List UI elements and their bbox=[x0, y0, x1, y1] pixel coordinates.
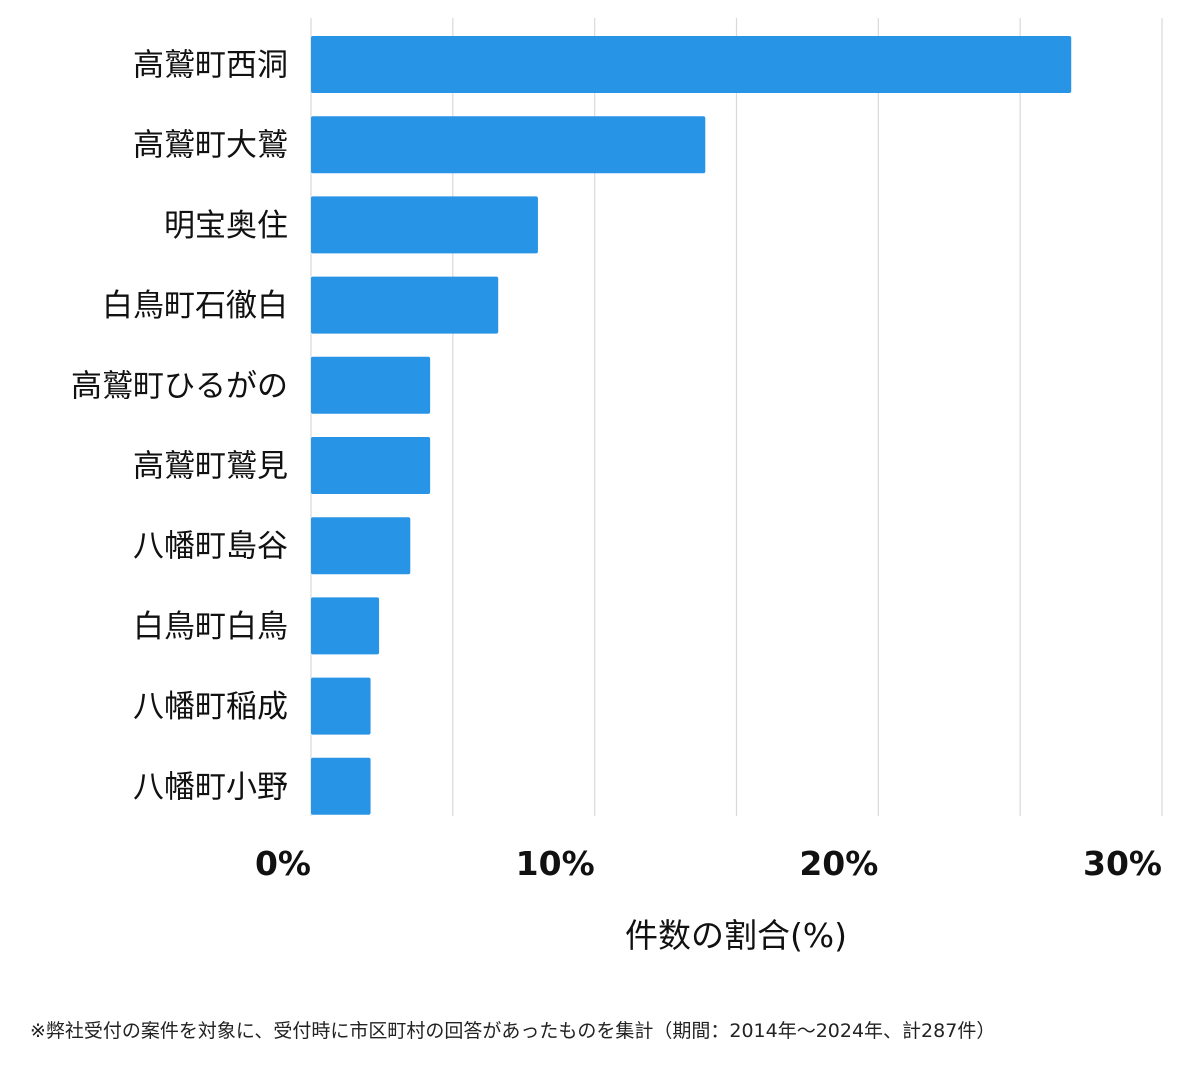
bar bbox=[311, 757, 371, 815]
x-axis-title: 件数の割合(%) bbox=[625, 916, 847, 955]
category-label: 明宝奥住 bbox=[164, 208, 288, 244]
x-tick-label: 30% bbox=[1083, 844, 1162, 883]
category-label: 高鷲町鷲見 bbox=[133, 449, 288, 485]
footnote: ※弊社受付の案件を対象に、受付時に市区町村の回答があったものを集計（期間：201… bbox=[30, 1020, 996, 1042]
category-labels: 高鷲町西洞高鷲町大鷲明宝奥住白鳥町石徹白高鷲町ひるがの高鷲町鷲見八幡町島谷白鳥町… bbox=[71, 48, 288, 806]
x-tick-label: 10% bbox=[516, 844, 595, 883]
x-tick-label: 0% bbox=[255, 844, 311, 883]
category-label: 白鳥町石徹白 bbox=[102, 288, 288, 324]
bar bbox=[311, 597, 380, 655]
category-label: 八幡町小野 bbox=[133, 769, 288, 805]
bar bbox=[311, 517, 411, 575]
category-label: 八幡町稲成 bbox=[133, 689, 288, 725]
x-tick-label: 20% bbox=[799, 844, 878, 883]
x-tick-labels: 0% 10% 20% 30% bbox=[255, 844, 1162, 883]
bar bbox=[311, 356, 431, 414]
bar bbox=[311, 116, 706, 174]
category-label: 高鷲町大鷲 bbox=[133, 128, 288, 164]
category-label: 高鷲町ひるがの bbox=[71, 368, 288, 404]
bar bbox=[311, 437, 431, 494]
category-label: 高鷲町西洞 bbox=[133, 48, 288, 84]
bar bbox=[311, 36, 1072, 93]
bar bbox=[311, 677, 371, 735]
category-label: 八幡町島谷 bbox=[133, 529, 288, 565]
category-label: 白鳥町白鳥 bbox=[133, 609, 288, 645]
bar bbox=[311, 276, 499, 334]
bar bbox=[311, 196, 538, 254]
bars bbox=[311, 36, 1072, 815]
